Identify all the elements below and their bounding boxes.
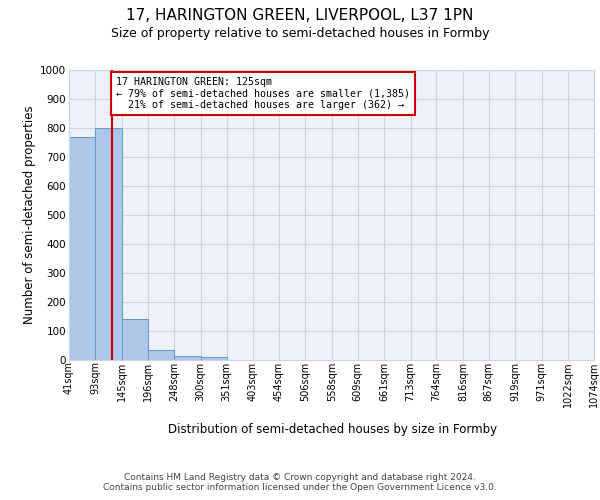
Bar <box>122 320 148 360</box>
Bar <box>69 136 95 360</box>
Text: Distribution of semi-detached houses by size in Formby: Distribution of semi-detached houses by … <box>169 422 497 436</box>
Y-axis label: Number of semi-detached properties: Number of semi-detached properties <box>23 106 36 324</box>
Bar <box>148 350 174 360</box>
Text: Contains HM Land Registry data © Crown copyright and database right 2024.
Contai: Contains HM Land Registry data © Crown c… <box>103 472 497 492</box>
Bar <box>200 357 227 360</box>
Bar <box>95 128 122 360</box>
Text: Size of property relative to semi-detached houses in Formby: Size of property relative to semi-detach… <box>111 28 489 40</box>
Text: 17, HARINGTON GREEN, LIVERPOOL, L37 1PN: 17, HARINGTON GREEN, LIVERPOOL, L37 1PN <box>127 8 473 22</box>
Text: 17 HARINGTON GREEN: 125sqm
← 79% of semi-detached houses are smaller (1,385)
  2: 17 HARINGTON GREEN: 125sqm ← 79% of semi… <box>116 77 410 110</box>
Bar <box>174 356 200 360</box>
